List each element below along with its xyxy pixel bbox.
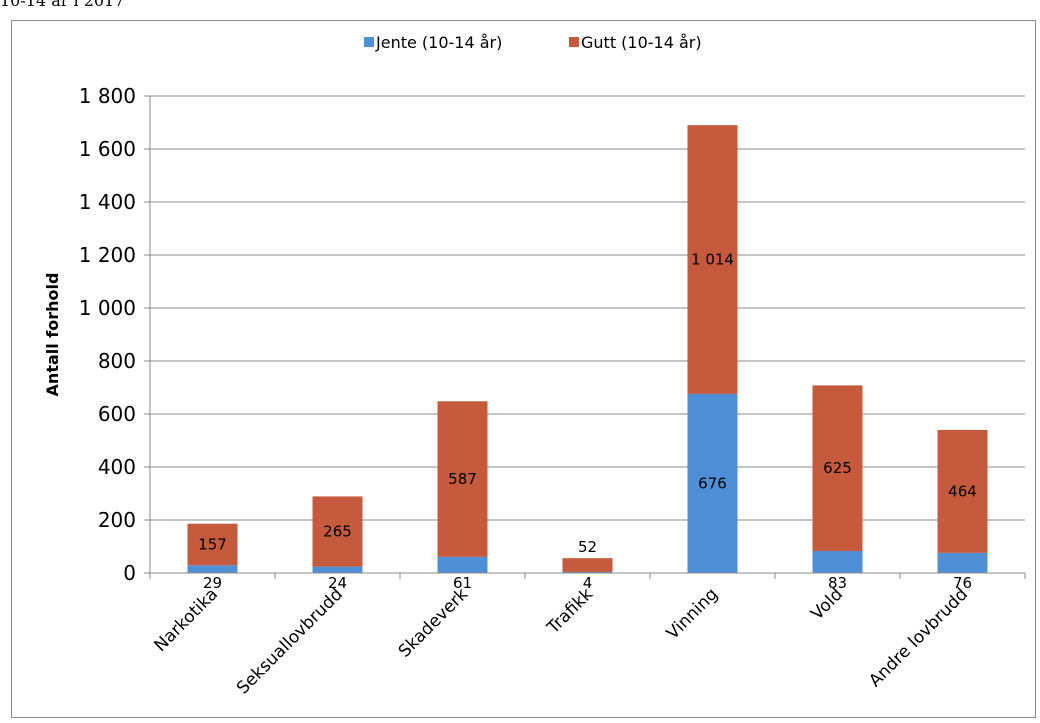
- data-label: 52: [578, 538, 597, 556]
- bar-jente: [687, 393, 738, 573]
- data-label: 157: [198, 536, 227, 554]
- data-label: 1 014: [691, 251, 734, 269]
- bar-gutt: [562, 558, 613, 572]
- stacked-bar-chart: 0 200 400 600 800 1 000 1 200 1 400 1 600 1 800 2…: [43, 33, 1026, 698]
- y-tick-label: 600: [98, 402, 136, 426]
- y-tick-label: 1 400: [79, 190, 136, 214]
- y-tick-label: 1 200: [79, 243, 136, 267]
- y-tick-label: 0: [123, 561, 136, 585]
- data-label: 587: [448, 470, 477, 488]
- y-tick-label: 1 000: [79, 296, 136, 320]
- x-axis: Narkotika Seksuallovbrudd Skadeverk Trafikk…: [149, 572, 1026, 698]
- bar-jente: [187, 565, 238, 573]
- legend-label: Gutt (10-14 år): [581, 33, 702, 52]
- y-tick-label: 1 800: [79, 84, 136, 108]
- y-tick-label: 200: [98, 508, 136, 532]
- data-label: 76: [953, 574, 972, 592]
- legend: Jente (10-14 år) Gutt (10-14 år): [364, 33, 702, 52]
- legend-swatch: [569, 37, 579, 47]
- data-label: 265: [323, 523, 352, 541]
- x-tick-label: Andre lovbrudd: [865, 584, 972, 691]
- y-tick-label: 400: [98, 455, 136, 479]
- bar-gutt: [937, 429, 988, 553]
- bar-gutt: [687, 125, 738, 394]
- x-tick-label: Narkotika: [151, 584, 223, 656]
- data-label: 29: [203, 574, 222, 592]
- y-tick-label: 800: [98, 349, 136, 373]
- bar-gutt: [437, 401, 488, 557]
- bar-gutt: [812, 385, 863, 552]
- chart-caption: 10-14 år i 2017: [0, 0, 125, 10]
- y-axis-title: Antall forhold: [43, 273, 62, 397]
- data-label: 83: [828, 574, 847, 592]
- bar-gutt: [187, 523, 238, 566]
- data-label: 4: [583, 574, 593, 592]
- bar-jente: [312, 566, 363, 573]
- gridlines: [150, 95, 1025, 521]
- bar-jente: [937, 552, 988, 573]
- x-tick-label: Vinning: [663, 584, 722, 643]
- bars: 29 157 24 265 61 587 4 52 676 1 014 83 625 76 464: [187, 125, 988, 592]
- data-label: 61: [453, 574, 472, 592]
- data-label: 24: [328, 574, 347, 592]
- data-label: 676: [698, 474, 727, 492]
- data-label: 625: [823, 459, 852, 477]
- x-tick-label: Seksuallovbrudd: [233, 584, 347, 698]
- x-tick-label: Skadeverk: [395, 584, 472, 661]
- bar-jente: [562, 571, 613, 573]
- legend-swatch: [364, 37, 374, 47]
- data-label: 464: [948, 482, 977, 500]
- bar-jente: [437, 556, 488, 573]
- legend-label: Jente (10-14 år): [375, 33, 502, 52]
- y-axis: 0 200 400 600 800 1 000 1 200 1 400 1 600 1 800: [79, 84, 151, 585]
- chart-frame: 0 200 400 600 800 1 000 1 200 1 400 1 600 1 800 2…: [11, 20, 1036, 718]
- y-tick-label: 1 600: [79, 137, 136, 161]
- x-tick-label: Trafikk: [543, 584, 597, 638]
- bar-jente: [812, 551, 863, 573]
- bar-gutt: [312, 496, 363, 567]
